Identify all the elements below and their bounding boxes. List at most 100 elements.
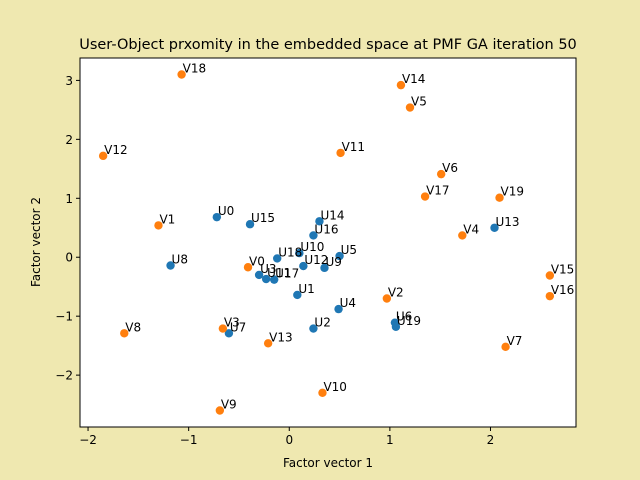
point-label-v12: V12 bbox=[104, 143, 127, 157]
point-label-v16: V16 bbox=[551, 283, 574, 297]
scatter-point-v13 bbox=[263, 339, 273, 348]
scatter-point-u0 bbox=[212, 212, 222, 222]
scatter-point-u10 bbox=[295, 248, 304, 258]
point-label-u8: U8 bbox=[172, 252, 188, 266]
point-label-u17: U17 bbox=[275, 267, 299, 281]
scatter-point-v14 bbox=[396, 80, 406, 90]
scatter-point-v9 bbox=[215, 406, 225, 415]
y-tick-label: −2 bbox=[55, 369, 73, 383]
scatter-point-v10 bbox=[318, 388, 327, 398]
point-label-v14: V14 bbox=[402, 72, 425, 86]
x-tick-label: 1 bbox=[386, 433, 394, 447]
scatter-point-v16 bbox=[545, 291, 555, 301]
point-label-u0: U0 bbox=[218, 204, 234, 218]
y-tick-label: 2 bbox=[65, 133, 73, 147]
x-axis-label: Factor vector 1 bbox=[283, 456, 373, 470]
x-tick-label: 2 bbox=[487, 433, 495, 447]
point-label-u18: U18 bbox=[278, 245, 302, 259]
point-label-u7: U7 bbox=[230, 320, 246, 334]
point-label-u2: U2 bbox=[314, 316, 330, 330]
plot-area bbox=[80, 58, 576, 427]
point-label-u6: U6 bbox=[396, 310, 412, 324]
point-label-u15: U15 bbox=[251, 211, 275, 225]
point-label-u3: U3 bbox=[260, 262, 276, 276]
point-label-v10: V10 bbox=[323, 380, 346, 394]
scatter-point-u11 bbox=[261, 274, 271, 284]
scatter-point-v0 bbox=[243, 263, 253, 272]
scatter-point-u9 bbox=[320, 263, 329, 273]
point-label-v7: V7 bbox=[507, 334, 523, 348]
point-label-v0: V0 bbox=[249, 254, 265, 268]
point-label-v17: V17 bbox=[426, 184, 449, 198]
scatter-point-u1 bbox=[293, 290, 302, 300]
scatter-point-v19 bbox=[495, 193, 504, 202]
scatter-point-u13 bbox=[490, 223, 499, 232]
point-label-u19: U19 bbox=[397, 314, 421, 328]
point-label-u13: U13 bbox=[496, 215, 520, 229]
scatter-point-u3 bbox=[254, 270, 264, 280]
scatter-point-u5 bbox=[335, 251, 344, 261]
scatter-point-v6 bbox=[436, 169, 446, 179]
point-label-v11: V11 bbox=[342, 140, 365, 154]
point-label-u9: U9 bbox=[325, 255, 341, 269]
scatter-point-v5 bbox=[405, 103, 415, 112]
point-label-u4: U4 bbox=[340, 296, 356, 310]
scatter-point-u14 bbox=[315, 217, 324, 226]
scatter-point-u2 bbox=[309, 324, 318, 333]
scatter-point-v15 bbox=[545, 271, 555, 280]
y-tick-label: 3 bbox=[65, 74, 73, 88]
scatter-point-v8 bbox=[120, 329, 129, 338]
scatter-point-u18 bbox=[272, 254, 282, 263]
point-label-u16: U16 bbox=[314, 222, 338, 236]
point-label-v13: V13 bbox=[269, 330, 292, 344]
scatter-point-v1 bbox=[154, 221, 163, 230]
chart-title: User-Object prxomity in the embedded spa… bbox=[79, 37, 577, 53]
scatter-point-u16 bbox=[309, 231, 318, 240]
point-label-v1: V1 bbox=[159, 212, 175, 226]
scatter-point-u15 bbox=[245, 220, 255, 229]
plot-frame bbox=[79, 57, 577, 428]
point-label-v4: V4 bbox=[463, 222, 479, 236]
point-label-v8: V8 bbox=[125, 320, 141, 334]
y-axis: −2 −1 0 1 2 3 bbox=[55, 74, 80, 383]
point-label-v5: V5 bbox=[411, 95, 427, 109]
scatter-point-v7 bbox=[501, 342, 510, 352]
y-tick-label: 0 bbox=[65, 251, 73, 265]
y-axis-label: Factor vector 2 bbox=[29, 197, 43, 287]
point-label-v9: V9 bbox=[221, 397, 237, 411]
point-label-v3: V3 bbox=[224, 316, 240, 330]
point-label-u14: U14 bbox=[320, 208, 344, 222]
scatter-point-v12 bbox=[98, 151, 108, 161]
point-label-u5: U5 bbox=[341, 243, 357, 257]
scatter-point-u19 bbox=[391, 322, 401, 331]
x-tick-label: −1 bbox=[180, 433, 198, 447]
point-label-u11: U11 bbox=[267, 266, 291, 280]
point-label-v18: V18 bbox=[183, 62, 206, 76]
x-tick-label: −2 bbox=[79, 433, 97, 447]
scatter-point-u7 bbox=[224, 329, 234, 338]
scatter-point-v2 bbox=[382, 294, 392, 303]
y-tick-label: −1 bbox=[55, 310, 73, 324]
scatter-point-u4 bbox=[334, 304, 343, 314]
scatter-point-v18 bbox=[177, 70, 186, 79]
scatter-point-u12 bbox=[299, 261, 308, 271]
point-label-v15: V15 bbox=[551, 263, 574, 277]
scatter-point-v17 bbox=[420, 192, 430, 201]
y-tick-label: 1 bbox=[65, 192, 73, 206]
scatter-point-v11 bbox=[336, 148, 345, 158]
x-tick-label: 0 bbox=[285, 433, 293, 447]
scatter-point-u8 bbox=[166, 261, 175, 270]
x-axis: −2 −1 0 1 2 bbox=[79, 427, 494, 447]
scatter-point-v3 bbox=[218, 324, 228, 333]
points-layer bbox=[98, 70, 555, 415]
scatter-point-u17 bbox=[269, 275, 279, 284]
point-label-v2: V2 bbox=[388, 285, 404, 299]
point-label-v6: V6 bbox=[442, 161, 458, 175]
scatter-point-v4 bbox=[458, 231, 467, 240]
point-label-v19: V19 bbox=[501, 185, 524, 199]
point-label-u12: U12 bbox=[304, 253, 328, 267]
point-label-u1: U1 bbox=[298, 282, 314, 296]
point-label-u10: U10 bbox=[300, 240, 324, 254]
